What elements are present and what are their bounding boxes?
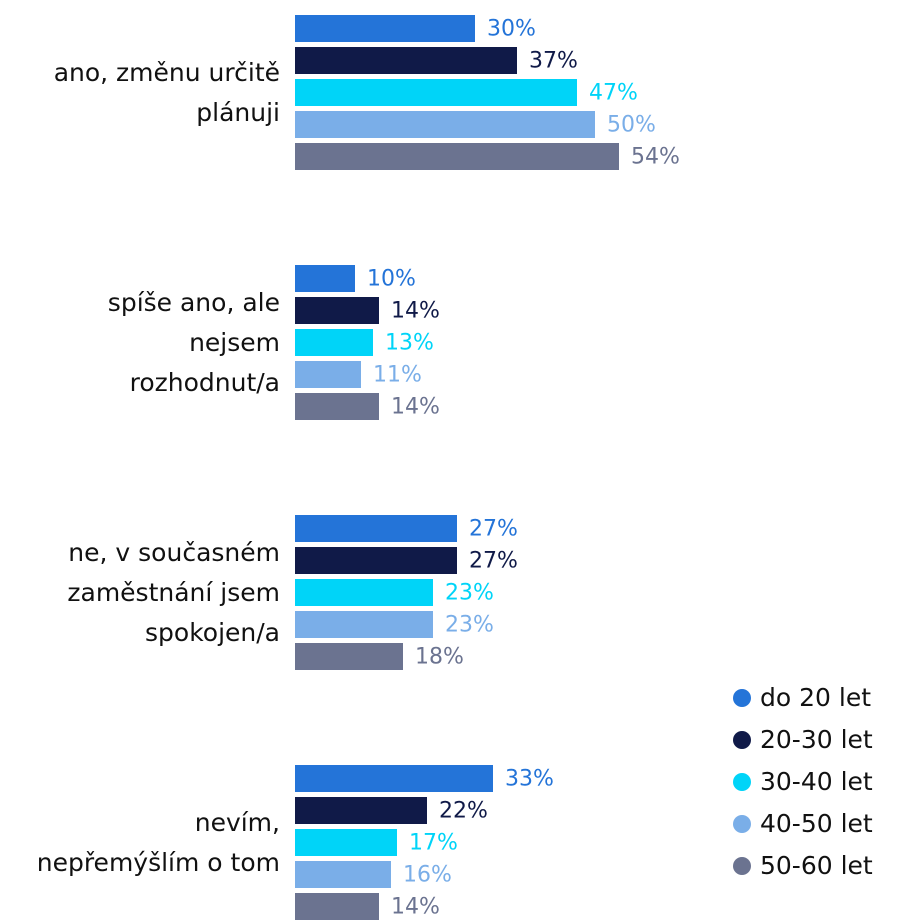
bar [295,329,373,356]
legend-label: do 20 let [760,683,871,712]
value-label: 17% [409,831,458,856]
value-label: 22% [439,799,488,824]
value-label: 14% [391,895,440,920]
bar [295,861,391,888]
category-label: spíše ano, ale nejsem rozhodnut/a [107,287,280,397]
legend-label: 40-50 let [760,809,873,838]
legend-marker [733,731,751,749]
legend-marker [733,815,751,833]
legend-label: 20-30 let [760,725,873,754]
value-label: 37% [529,49,578,74]
category-label: ano, změnu určitě plánuji [53,57,280,127]
value-label: 54% [631,145,680,170]
value-label: 23% [445,613,494,638]
value-label: 18% [415,645,464,670]
bar [295,361,361,388]
bar [295,547,457,574]
bar [295,579,433,606]
bar [295,47,517,74]
bar [295,265,355,292]
bar [295,893,379,920]
bar [295,111,595,138]
value-label: 14% [391,395,440,420]
value-label: 27% [469,517,518,542]
bar [295,829,397,856]
bar [295,765,493,792]
value-label: 16% [403,863,452,888]
category-label: ne, v současném zaměstnání jsem spokojen… [67,537,280,647]
value-label: 10% [367,267,416,292]
bar [295,79,577,106]
value-label: 23% [445,581,494,606]
legend-marker [733,857,751,875]
bar [295,515,457,542]
category-label: nevím, nepřemýšlím o tom [36,807,280,877]
value-label: 33% [505,767,554,792]
value-label: 11% [373,363,422,388]
value-label: 50% [607,113,656,138]
value-label: 27% [469,549,518,574]
bar [295,797,427,824]
value-label: 13% [385,331,434,356]
legend-label: 30-40 let [760,767,873,796]
bar [295,611,433,638]
bar [295,297,379,324]
legend-marker [733,773,751,791]
legend-label: 50-60 let [760,851,873,880]
bar [295,15,475,42]
bar [295,143,619,170]
bar [295,393,379,420]
bar [295,643,403,670]
legend-marker [733,689,751,707]
value-label: 30% [487,17,536,42]
value-label: 14% [391,299,440,324]
value-label: 47% [589,81,638,106]
